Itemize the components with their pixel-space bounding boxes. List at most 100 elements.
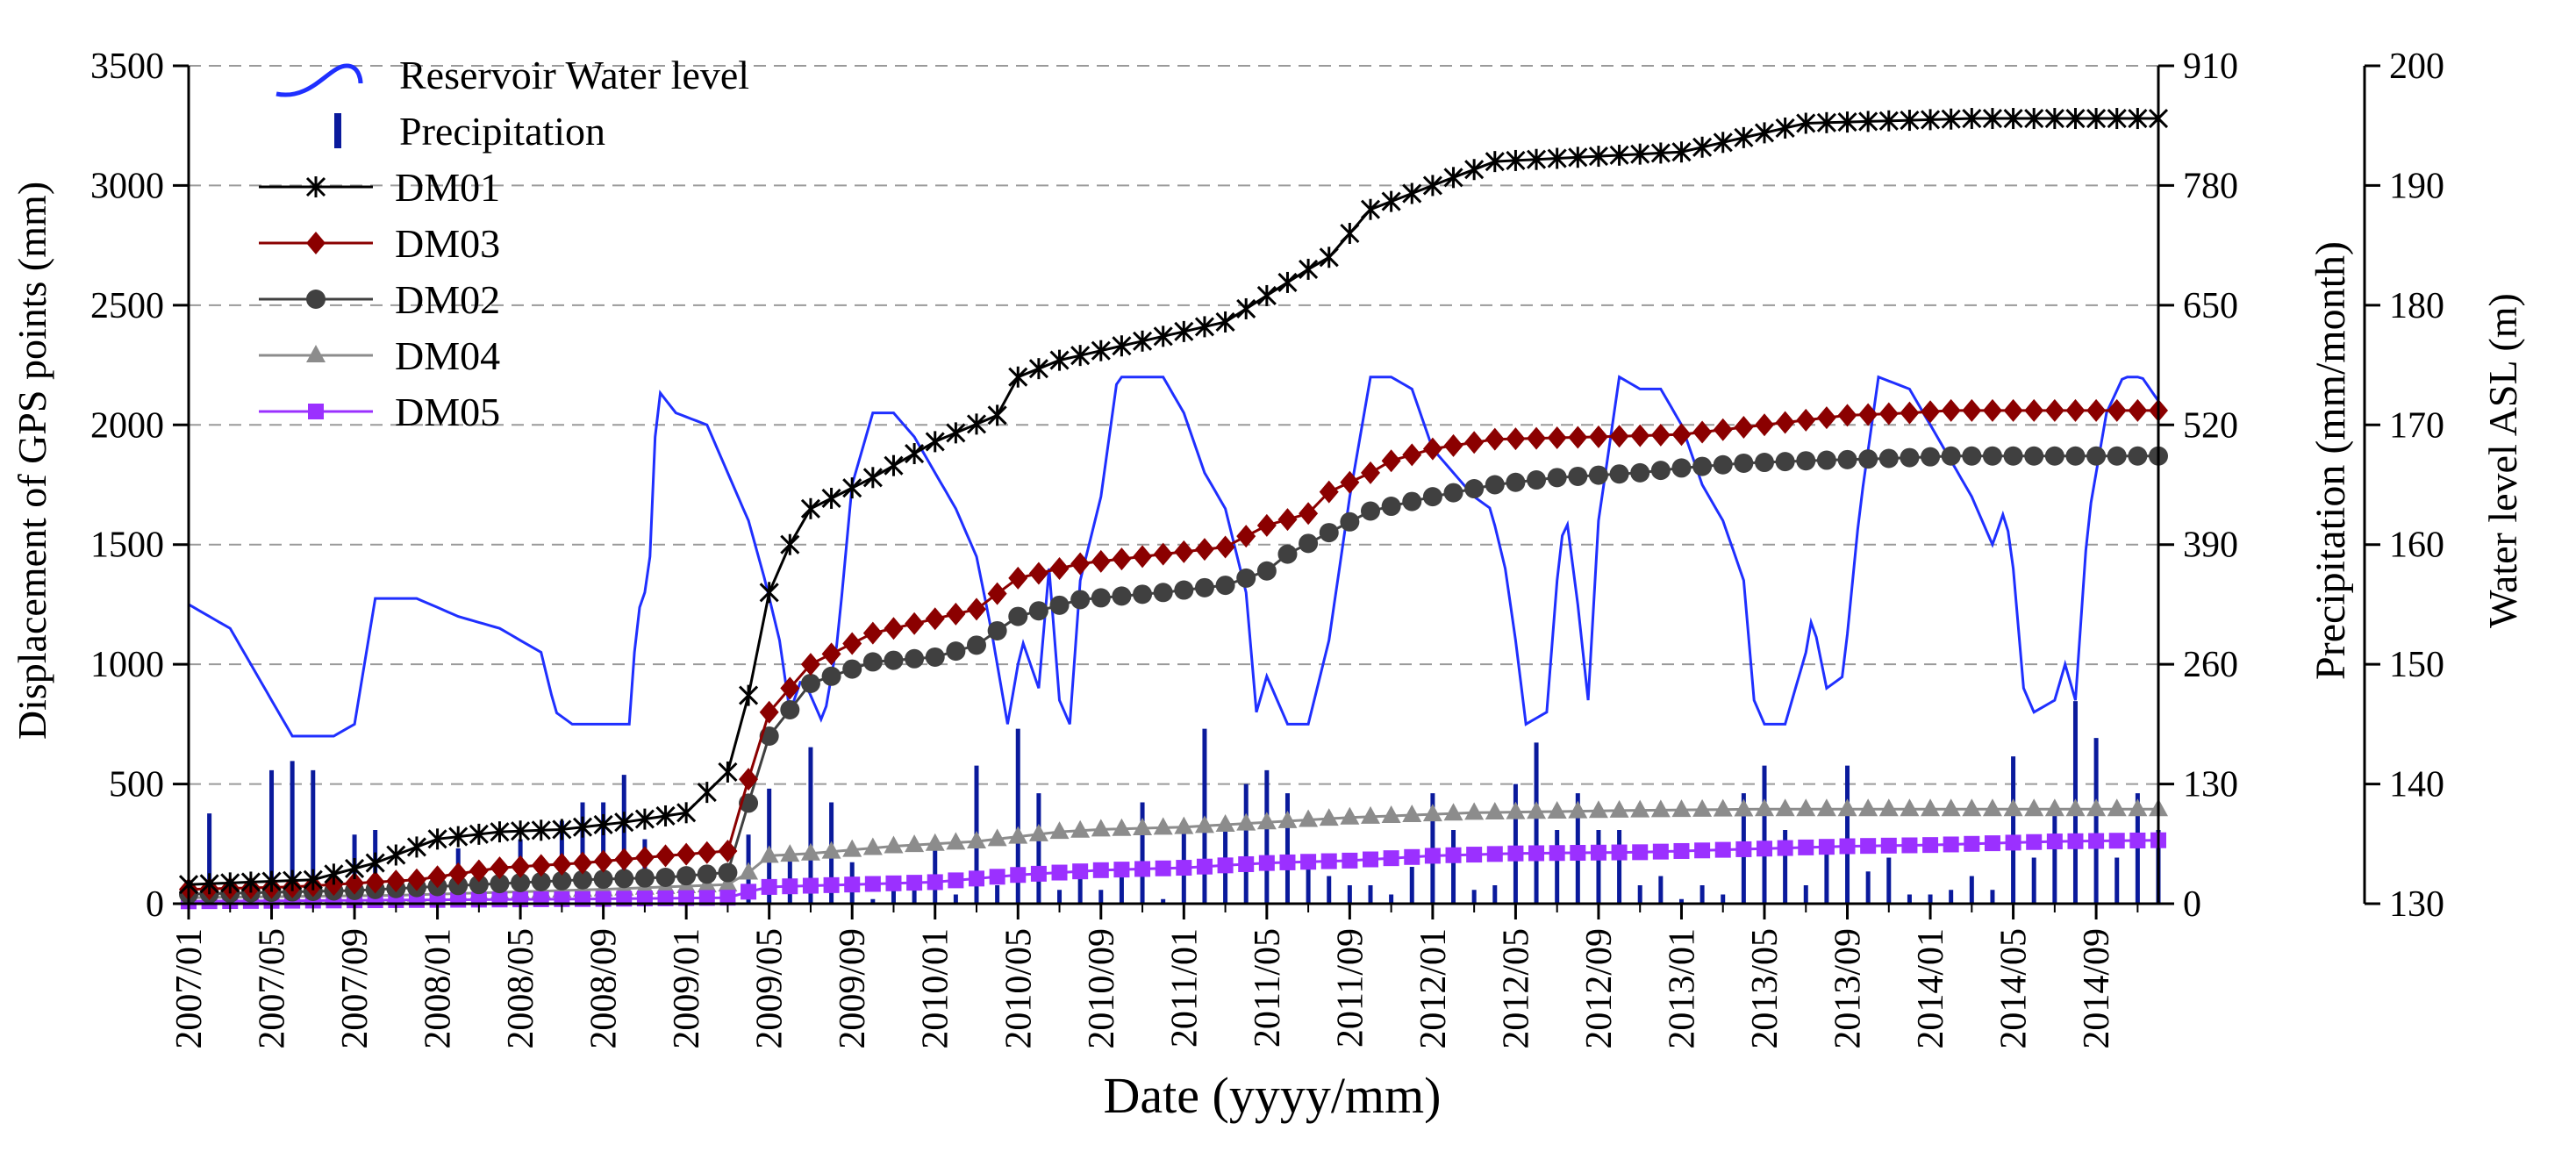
point-marker — [1816, 406, 1836, 430]
point-marker — [1632, 844, 1649, 861]
point-marker — [1630, 424, 1650, 447]
point-marker — [2024, 108, 2044, 130]
x-tick-label: 2013/05 — [1745, 928, 1785, 1049]
point-marker — [862, 652, 883, 672]
point-marker — [572, 816, 593, 838]
point-marker — [1174, 540, 1194, 563]
displacement-series — [178, 108, 2169, 910]
point-marker — [884, 454, 904, 476]
point-marker — [1858, 403, 1878, 426]
point-marker — [905, 834, 925, 853]
point-marker — [2129, 832, 2146, 848]
point-marker — [1962, 108, 1982, 130]
legend-item: Precipitation — [334, 109, 605, 154]
point-marker — [1112, 586, 1132, 606]
point-marker — [1215, 813, 1235, 832]
point-marker — [614, 848, 634, 871]
point-marker — [1650, 142, 1671, 164]
point-marker — [1527, 801, 1547, 819]
x-tick-label: 2009/05 — [750, 928, 791, 1049]
point-marker — [1816, 450, 1836, 470]
point-marker — [1982, 108, 2003, 130]
point-marker — [718, 862, 738, 883]
point-marker — [697, 841, 717, 864]
point-marker — [905, 443, 925, 465]
point-marker — [1238, 855, 1255, 872]
point-marker — [1921, 798, 1941, 817]
point-marker — [1049, 349, 1070, 371]
point-marker — [1714, 841, 1731, 858]
point-marker — [1816, 111, 1836, 133]
x-tick-label: 2007/01 — [169, 928, 210, 1049]
point-marker — [1340, 470, 1360, 494]
point-marker — [1506, 472, 1526, 492]
point-marker — [967, 597, 986, 621]
legend-label: Precipitation — [399, 109, 605, 154]
point-marker — [655, 867, 676, 887]
point-marker — [490, 874, 510, 894]
point-marker — [927, 874, 943, 891]
point-marker — [1900, 401, 1920, 425]
point-marker — [1671, 458, 1692, 478]
point-marker — [884, 617, 904, 640]
point-marker — [1796, 798, 1816, 817]
point-marker — [1650, 799, 1671, 818]
point-marker — [1319, 247, 1339, 268]
point-marker — [1340, 512, 1360, 532]
point-marker — [1300, 854, 1317, 870]
point-marker — [344, 857, 365, 879]
point-marker — [1422, 804, 1442, 822]
point-marker — [2128, 398, 2148, 422]
point-marker — [1735, 841, 1752, 857]
point-marker — [1342, 852, 1358, 869]
point-marker — [1713, 454, 1733, 475]
point-marker — [2086, 798, 2107, 817]
point-marker — [593, 849, 613, 873]
point-marker — [1570, 845, 1586, 862]
point-marker — [759, 582, 779, 604]
point-marker — [1588, 425, 1608, 448]
point-marker — [261, 870, 282, 892]
point-marker — [2088, 833, 2105, 849]
point-marker — [386, 844, 406, 866]
point-marker — [1962, 798, 1982, 817]
point-marker — [1777, 840, 1793, 856]
point-marker — [1858, 798, 1878, 817]
point-marker — [718, 761, 738, 783]
point-marker — [1692, 420, 1713, 444]
point-marker — [821, 487, 841, 509]
point-marker — [1588, 465, 1608, 485]
y-tick-label-left: 3500 — [90, 47, 164, 87]
point-marker — [1134, 861, 1151, 877]
x-tick-label: 2008/01 — [419, 928, 459, 1049]
point-marker — [1361, 805, 1380, 824]
point-marker — [1422, 175, 1442, 197]
point-marker — [1900, 447, 1920, 468]
point-marker — [1754, 122, 1775, 144]
point-marker — [1878, 110, 1899, 132]
point-marker — [306, 290, 326, 309]
point-marker — [823, 876, 840, 893]
point-marker — [1941, 108, 1961, 130]
point-marker — [1174, 320, 1194, 342]
point-marker — [1962, 446, 1982, 466]
legend-label: DM02 — [395, 277, 500, 322]
point-marker — [573, 851, 592, 875]
point-marker — [1506, 149, 1526, 171]
point-marker — [469, 823, 489, 845]
y-tick-label-water: 190 — [2389, 166, 2444, 206]
point-marker — [1402, 182, 1422, 204]
point-marker — [199, 873, 219, 895]
y-tick-label-left: 1000 — [90, 645, 164, 685]
point-marker — [1816, 798, 1836, 817]
point-marker — [1982, 398, 2002, 422]
point-marker — [1236, 297, 1256, 319]
point-marker — [925, 607, 945, 631]
point-marker — [1196, 858, 1213, 875]
point-marker — [1174, 580, 1194, 600]
point-marker — [531, 819, 551, 841]
point-marker — [842, 632, 862, 655]
point-marker — [1839, 838, 1856, 855]
point-marker — [1464, 159, 1485, 181]
